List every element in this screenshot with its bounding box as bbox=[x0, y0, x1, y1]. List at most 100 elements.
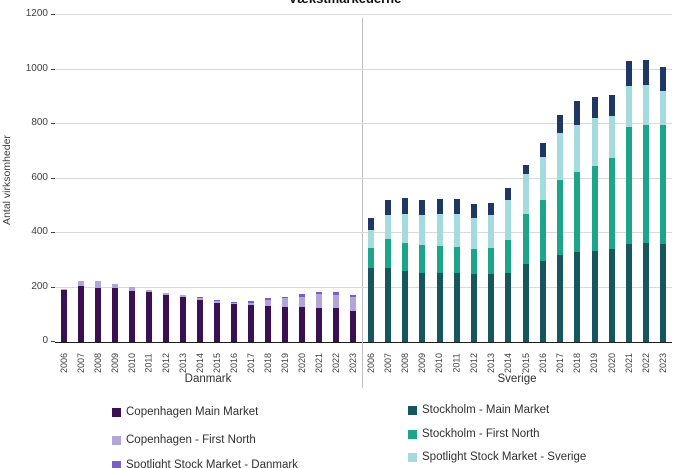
bar-segment bbox=[539, 156, 546, 200]
bar-segment bbox=[660, 66, 667, 92]
y-tick-label-0: 0 bbox=[42, 335, 48, 346]
bar-sverige-2021 bbox=[625, 61, 632, 342]
y-tick-label-600: 600 bbox=[31, 171, 48, 183]
y-axis-tick bbox=[51, 286, 55, 288]
bar-segment bbox=[179, 297, 186, 342]
bar-danmark-2015 bbox=[214, 299, 221, 342]
bar-segment bbox=[660, 91, 667, 126]
gridline-200 bbox=[55, 286, 672, 288]
bar-sverige-2018 bbox=[574, 101, 581, 342]
bar-segment bbox=[282, 296, 289, 299]
gridline-400 bbox=[55, 232, 672, 233]
bar-segment bbox=[196, 300, 203, 342]
bar-segment bbox=[94, 287, 101, 342]
bar-segment bbox=[574, 101, 581, 126]
bar-segment bbox=[94, 280, 101, 288]
bar-segment bbox=[470, 249, 477, 275]
bar-segment bbox=[625, 85, 632, 127]
y-axis-tick bbox=[51, 68, 55, 70]
bar-segment bbox=[574, 252, 581, 342]
bar-danmark-2006 bbox=[60, 288, 67, 342]
bar-segment bbox=[557, 114, 564, 134]
y-axis-tick bbox=[51, 177, 55, 179]
legend-label: Spotlight Stock Market - Sverige bbox=[422, 451, 587, 463]
bar-segment bbox=[214, 299, 221, 301]
bar-segment bbox=[436, 213, 443, 247]
legend-item-stockholm-main-market: Stockholm - Main Market bbox=[408, 404, 549, 416]
bar-segment bbox=[625, 61, 632, 86]
bar-sverige-2014 bbox=[505, 188, 512, 342]
bar-segment bbox=[453, 273, 460, 342]
bar-danmark-2012 bbox=[162, 292, 169, 342]
plot-area: 0 200 400 600 800 1000 1200 bbox=[26, 8, 672, 346]
bar-danmark-2018 bbox=[265, 298, 272, 342]
y-axis-tick bbox=[51, 123, 55, 124]
bar-segment bbox=[643, 84, 650, 126]
bar-segment bbox=[470, 274, 477, 342]
legend-swatch-stockholm-main-market bbox=[408, 405, 417, 415]
y-tick-label-200: 200 bbox=[31, 280, 48, 292]
bar-segment bbox=[60, 289, 67, 342]
bar-segment bbox=[505, 200, 512, 240]
bar-segment bbox=[111, 283, 118, 289]
bar-segment bbox=[384, 200, 391, 216]
legend-item-spotlight-sverige: Spotlight Stock Market - Sverige bbox=[408, 451, 586, 463]
bar-segment bbox=[608, 158, 615, 250]
bar-segment bbox=[299, 296, 306, 308]
bar-sverige-2012 bbox=[470, 204, 477, 342]
bar-sverige-2022 bbox=[643, 59, 650, 342]
legend-label: Spotlight Stock Market - Danmark bbox=[126, 459, 298, 468]
bar-segment bbox=[557, 254, 564, 342]
bar-segment bbox=[522, 174, 529, 214]
y-tick-label-1200: 1200 bbox=[25, 8, 48, 19]
bar-segment bbox=[77, 280, 84, 287]
legend-item-spotlight-danmark: Spotlight Stock Market - Danmark bbox=[112, 459, 298, 468]
bar-segment bbox=[608, 115, 615, 159]
bar-sverige-2010 bbox=[436, 198, 443, 342]
bar-sverige-2006 bbox=[367, 218, 374, 342]
bar-segment bbox=[643, 59, 650, 85]
legend-label: Copenhagen Main Market bbox=[126, 406, 259, 418]
bar-segment bbox=[436, 273, 443, 342]
bar-danmark-2021 bbox=[316, 291, 323, 342]
x-tick-label-sverige-2023: 2023 bbox=[658, 352, 669, 374]
bar-segment bbox=[231, 301, 238, 303]
y-axis-tick bbox=[51, 341, 55, 342]
bar-danmark-2008 bbox=[94, 280, 101, 342]
bar-segment bbox=[282, 298, 289, 307]
bar-sverige-2017 bbox=[557, 114, 564, 342]
bar-segment bbox=[350, 294, 357, 298]
bar-segment bbox=[179, 295, 186, 298]
bar-segment bbox=[453, 246, 460, 274]
bar-segment bbox=[128, 287, 135, 291]
bar-segment bbox=[162, 292, 169, 295]
bar-sverige-2007 bbox=[384, 200, 391, 342]
bar-sverige-2011 bbox=[453, 198, 460, 342]
bar-segment bbox=[316, 308, 323, 342]
bar-segment bbox=[539, 261, 546, 342]
bar-segment bbox=[214, 302, 221, 342]
bar-segment bbox=[625, 126, 632, 244]
bar-segment bbox=[316, 294, 323, 309]
bar-segment bbox=[265, 305, 272, 342]
bar-segment bbox=[367, 218, 374, 231]
bar-segment bbox=[248, 305, 255, 342]
bar-segment bbox=[470, 204, 477, 219]
bar-segment bbox=[505, 188, 512, 201]
bar-sverige-2009 bbox=[419, 200, 426, 342]
bar-segment bbox=[402, 197, 409, 214]
legend-swatch-copenhagen-main-market bbox=[112, 407, 121, 417]
bar-segment bbox=[299, 307, 306, 342]
bar-segment bbox=[231, 304, 238, 342]
bar-segment bbox=[505, 273, 512, 342]
bar-segment bbox=[470, 218, 477, 250]
bar-segment bbox=[539, 199, 546, 262]
bar-segment bbox=[591, 250, 598, 342]
gridline-1000 bbox=[55, 68, 672, 70]
group-separator-tick bbox=[362, 342, 363, 388]
group-label-sverige: Sverige bbox=[497, 373, 537, 385]
legend-item-stockholm-first-north: Stockholm - First North bbox=[408, 428, 540, 440]
legend-swatch-copenhagen-first-north bbox=[112, 435, 121, 445]
bar-segment bbox=[316, 291, 323, 295]
bar-segment bbox=[367, 248, 374, 269]
